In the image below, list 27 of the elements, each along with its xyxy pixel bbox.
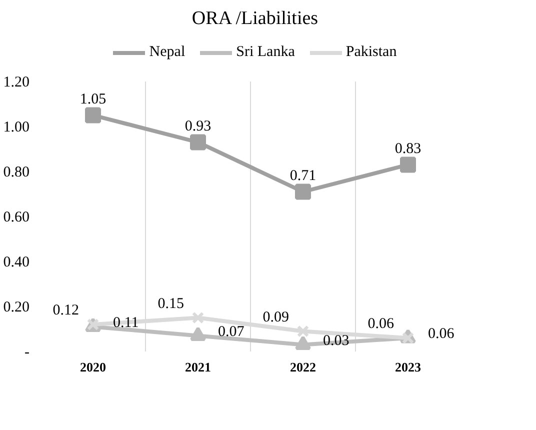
y-tick-label: 0.80: [3, 164, 30, 180]
y-tick-label: 0.40: [3, 254, 30, 270]
data-label: 0.09: [262, 308, 289, 325]
data-label: 0.83: [394, 140, 422, 156]
x-tick-label: 2022: [290, 359, 316, 374]
legend-label: Pakistan: [346, 44, 397, 60]
data-label: 0.03: [323, 332, 350, 348]
data-label: 0.07: [218, 323, 245, 340]
y-tick-label: -: [24, 344, 30, 360]
y-tick-label: 0.60: [3, 209, 30, 226]
data-label: 1.05: [80, 90, 106, 107]
chart-title: ORA /Liabilities: [192, 7, 318, 31]
data-label: 0.71: [290, 167, 316, 184]
y-tick-label: 1.00: [3, 119, 30, 136]
y-tick-label: 0.20: [3, 299, 30, 316]
legend-label: Sri Lanka: [236, 44, 295, 60]
data-label: 0.12: [52, 302, 79, 318]
data-label: 0.11: [113, 314, 139, 330]
x-tick-label: 2023: [395, 359, 422, 374]
data-label: 0.15: [158, 295, 184, 312]
data-label: 0.06: [428, 326, 455, 342]
legend-label: Nepal: [149, 44, 186, 60]
x-tick-label: 2020: [80, 359, 106, 374]
y-tick-label: 1.20: [3, 74, 30, 90]
data-label: 0.06: [368, 316, 394, 332]
data-label: 0.93: [184, 118, 212, 134]
x-tick-label: 2021: [185, 359, 211, 374]
